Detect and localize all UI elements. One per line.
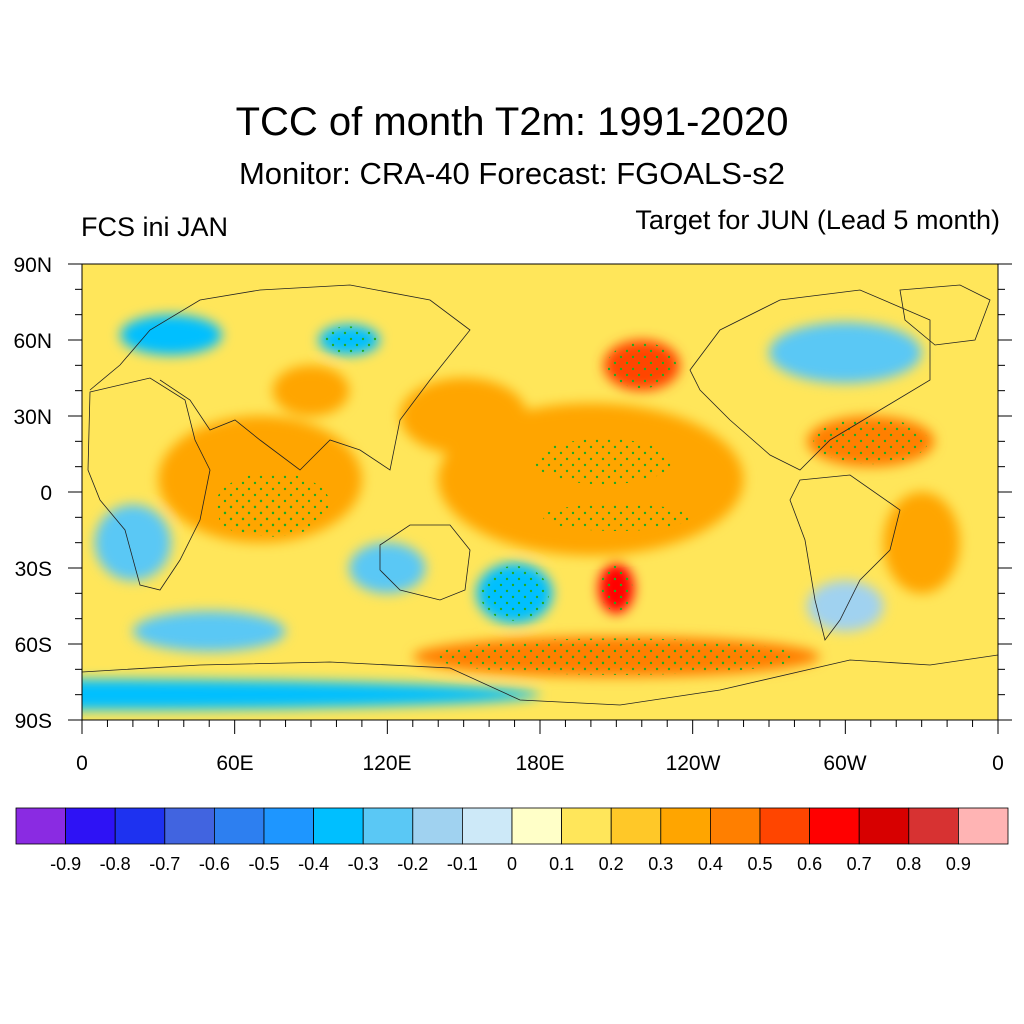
- colorbar-label: 0.8: [896, 854, 921, 874]
- lat-label-60n: 60N: [13, 330, 52, 353]
- stipple-patch: [600, 565, 633, 612]
- colorbar-label: 0.9: [946, 854, 971, 874]
- colorbar-swatch: [313, 807, 364, 845]
- coast-antarctica: [82, 654, 998, 706]
- colorbar-swatch: [15, 807, 66, 845]
- lon-label-60e: 60E: [216, 752, 253, 775]
- colorbar-swatch: [65, 807, 116, 845]
- colorbar-swatch: [213, 807, 265, 845]
- colorbar-swatch: [461, 807, 513, 845]
- coast-greenland: [899, 284, 991, 346]
- stipple-patch: [321, 326, 377, 354]
- colorbar-label: -0.7: [149, 854, 180, 874]
- colorbar: -0.9 -0.8 -0.7 -0.6 -0.5 -0.4 -0.3 -0.2 -0.1 0 0.1…: [15, 807, 1009, 874]
- colorbar-label: 0.3: [648, 854, 673, 874]
- lat-label-90n: 90N: [13, 254, 52, 277]
- field-patch: [400, 378, 528, 454]
- field-patch: [82, 679, 540, 710]
- lat-label-30n: 30N: [13, 406, 52, 429]
- lat-label-60s: 60S: [15, 634, 52, 657]
- colorbar-label: -0.5: [248, 854, 279, 874]
- axis-ticks: [68, 263, 1012, 734]
- lat-label-30s: 30S: [15, 558, 52, 581]
- colorbar-swatch: [710, 807, 761, 845]
- colorbar-swatch: [511, 807, 562, 845]
- significance-stipple: [215, 326, 929, 675]
- colorbar-label: 0: [507, 854, 517, 874]
- colorbar-label: -0.1: [447, 854, 478, 874]
- stipple-patch: [218, 499, 302, 536]
- lon-label-60w: 60W: [823, 752, 866, 775]
- field-patch: [883, 492, 960, 594]
- colorbar-swatch: [610, 807, 662, 845]
- coast-south-america: [789, 474, 901, 641]
- colorbar-label: 0.4: [698, 854, 723, 874]
- field-patch: [769, 322, 922, 384]
- stipple-patch: [813, 418, 929, 465]
- colorbar-swatch: [164, 807, 215, 845]
- main-title: TCC of month T2m: 1991-2020: [235, 100, 789, 144]
- colorbar-swatch: [263, 807, 314, 845]
- colorbar-swatch: [660, 807, 711, 845]
- colorbar-label: -0.2: [397, 854, 428, 874]
- field-patch: [807, 580, 884, 632]
- lon-label-120w: 120W: [666, 752, 721, 775]
- lon-label-180e: 180E: [515, 752, 564, 775]
- field-patch: [120, 314, 222, 356]
- stipple-patch: [480, 565, 549, 621]
- field-patch: [349, 542, 426, 594]
- colorbar-label: 0.6: [797, 854, 822, 874]
- colorbar-label: 0.2: [599, 854, 624, 874]
- coastlines: [82, 284, 998, 706]
- colorbar-label: -0.6: [199, 854, 230, 874]
- colorbar-swatch: [958, 807, 1009, 845]
- colorbar-swatch: [362, 807, 414, 845]
- field-patch: [272, 365, 350, 416]
- colorbar-label: -0.4: [298, 854, 329, 874]
- colorbar-swatch: [858, 807, 910, 845]
- colorbar-swatch: [908, 807, 959, 845]
- colorbar-label: -0.8: [100, 854, 131, 874]
- lat-label-eq: 0: [40, 482, 52, 505]
- coast-australia: [379, 524, 471, 601]
- colorbar-swatch: [114, 807, 166, 845]
- init-label: FCS ini JAN: [81, 212, 229, 242]
- colorbar-label: 0.7: [847, 854, 872, 874]
- coast-eurasia: [89, 284, 471, 471]
- colorbar-swatch: [561, 807, 612, 845]
- field-patch: [94, 504, 172, 581]
- stipple-patch: [534, 438, 673, 485]
- stipple-patch: [433, 638, 800, 675]
- coast-africa: [87, 377, 211, 591]
- longitude-labels: 0 60E 120E 180E 120W 60W 0: [76, 752, 1004, 775]
- coast-north-america: [689, 289, 931, 471]
- colorbar-label: 0.1: [549, 854, 574, 874]
- colorbar-swatch: [809, 807, 860, 845]
- colorbar-label: 0.5: [747, 854, 772, 874]
- colorbar-label: -0.3: [348, 854, 379, 874]
- target-label: Target for JUN (Lead 5 month): [635, 205, 1000, 235]
- stipple-patch: [607, 342, 677, 389]
- lon-label-0: 0: [76, 752, 88, 775]
- lon-label-0-end: 0: [992, 752, 1004, 775]
- colorbar-swatch: [412, 807, 463, 845]
- map-field: [82, 264, 998, 720]
- colorbar-label: -0.9: [50, 854, 81, 874]
- subtitle: Monitor: CRA-40 Forecast: FGOALS-s2: [238, 156, 786, 191]
- lon-label-120e: 120E: [362, 752, 411, 775]
- latitude-labels: 90N 60N 30N 0 30S 60S 90S: [13, 254, 52, 733]
- lat-label-90s: 90S: [15, 710, 52, 733]
- colorbar-swatch: [759, 807, 810, 845]
- field-patch: [132, 611, 286, 652]
- stipple-patch: [543, 503, 690, 532]
